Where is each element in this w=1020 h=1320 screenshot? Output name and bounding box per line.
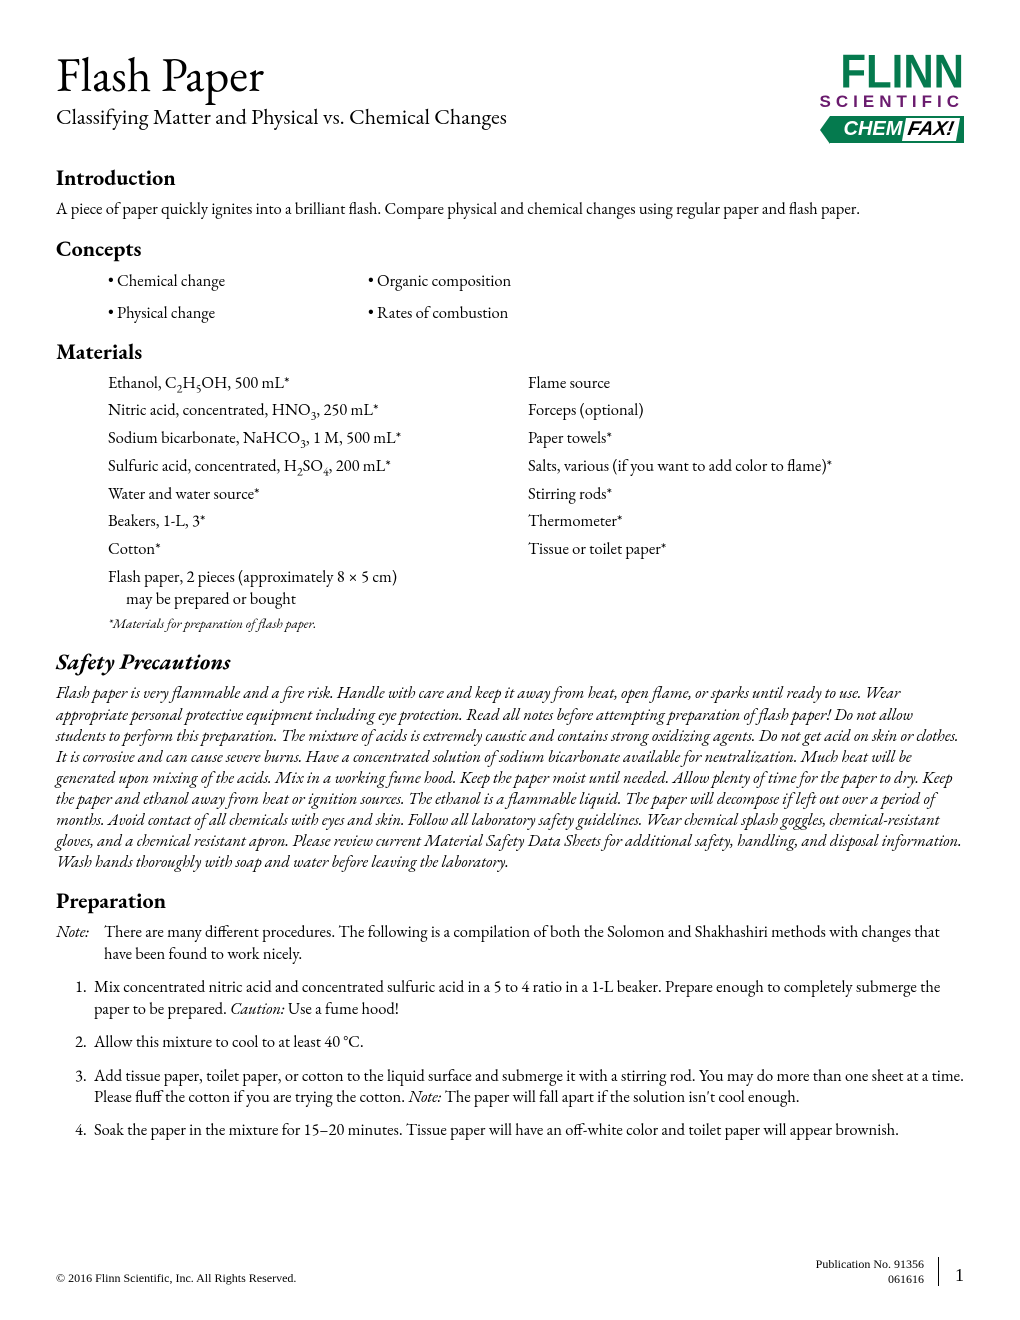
footer: © 2016 Flinn Scientific, Inc. All Rights… (56, 1257, 964, 1286)
material-item: Forceps (optional) (528, 399, 928, 421)
page-number: 1 (955, 1265, 964, 1286)
logo-line1: FLINN (774, 52, 964, 92)
material-item: Tissue or toilet paper* (528, 538, 928, 560)
note-label: Note: (56, 921, 104, 964)
preparation-note: Note: There are many different procedure… (56, 921, 964, 964)
prep-step: Allow this mixture to cool to at least 4… (90, 1031, 964, 1052)
publication-code: 061616 (816, 1272, 924, 1286)
concept-item: Chemical change (108, 269, 348, 291)
prep-step: Soak the paper in the mixture for 15–20 … (90, 1119, 964, 1140)
title-block: Flash Paper Classifying Matter and Physi… (56, 50, 774, 149)
introduction-text: A piece of paper quickly ignites into a … (56, 198, 964, 219)
chemfax-right: FAX! (902, 118, 960, 141)
materials-heading: Materials (56, 337, 964, 366)
material-item: Water and water source* (108, 483, 508, 505)
publication-number: Publication No. 91356 (816, 1257, 924, 1271)
safety-text: Flash paper is very flammable and a fire… (56, 682, 964, 872)
copyright: © 2016 Flinn Scientific, Inc. All Rights… (56, 1271, 296, 1286)
concept-item: Rates of combustion (368, 301, 668, 323)
material-item: Flash paper, 2 pieces (approximately 8 ×… (108, 566, 508, 610)
material-item: Nitric acid, concentrated, HNO3, 250 mL* (108, 399, 508, 421)
header: Flash Paper Classifying Matter and Physi… (56, 50, 964, 149)
chemfax-badge: CHEMFAX! (830, 116, 964, 143)
material-item: Beakers, 1-L, 3* (108, 510, 508, 532)
page: Flash Paper Classifying Matter and Physi… (0, 0, 1020, 1320)
material-item: Paper towels* (528, 427, 928, 449)
materials-footnote: *Materials for preparation of flash pape… (108, 615, 964, 633)
flinn-logo: FLINN SCIENTIFIC CHEMFAX! (774, 54, 964, 143)
concepts-list: Chemical change Organic composition Phys… (108, 269, 964, 323)
prep-step: Mix concentrated nitric acid and concent… (90, 976, 964, 1019)
material-item: Stirring rods* (528, 483, 928, 505)
chemfax-left: CHEM (844, 118, 903, 140)
material-item: Cotton* (108, 538, 508, 560)
materials-list: Ethanol, C2H5OH, 500 mL* Flame source Ni… (108, 372, 964, 610)
prep-step: Add tissue paper, toilet paper, or cotto… (90, 1065, 964, 1108)
concepts-heading: Concepts (56, 234, 964, 263)
introduction-heading: Introduction (56, 163, 964, 192)
concept-item: Organic composition (368, 269, 668, 291)
page-subtitle: Classifying Matter and Physical vs. Chem… (56, 102, 774, 131)
note-text: There are many different procedures. The… (104, 921, 964, 964)
preparation-heading: Preparation (56, 886, 964, 915)
concept-item: Physical change (108, 301, 348, 323)
safety-heading: Safety Precautions (56, 647, 964, 676)
page-title: Flash Paper (56, 50, 774, 100)
material-item: Sodium bicarbonate, NaHCO3, 1 M, 500 mL* (108, 427, 508, 449)
material-item: Thermometer* (528, 510, 928, 532)
material-item: Sulfuric acid, concentrated, H2SO4, 200 … (108, 455, 508, 477)
material-item (528, 566, 928, 610)
material-item: Salts, various (if you want to add color… (528, 455, 928, 477)
material-item: Ethanol, C2H5OH, 500 mL* (108, 372, 508, 394)
preparation-steps: Mix concentrated nitric acid and concent… (56, 976, 964, 1141)
material-item: Flame source (528, 372, 928, 394)
publication-info: Publication No. 91356 061616 (816, 1257, 939, 1286)
